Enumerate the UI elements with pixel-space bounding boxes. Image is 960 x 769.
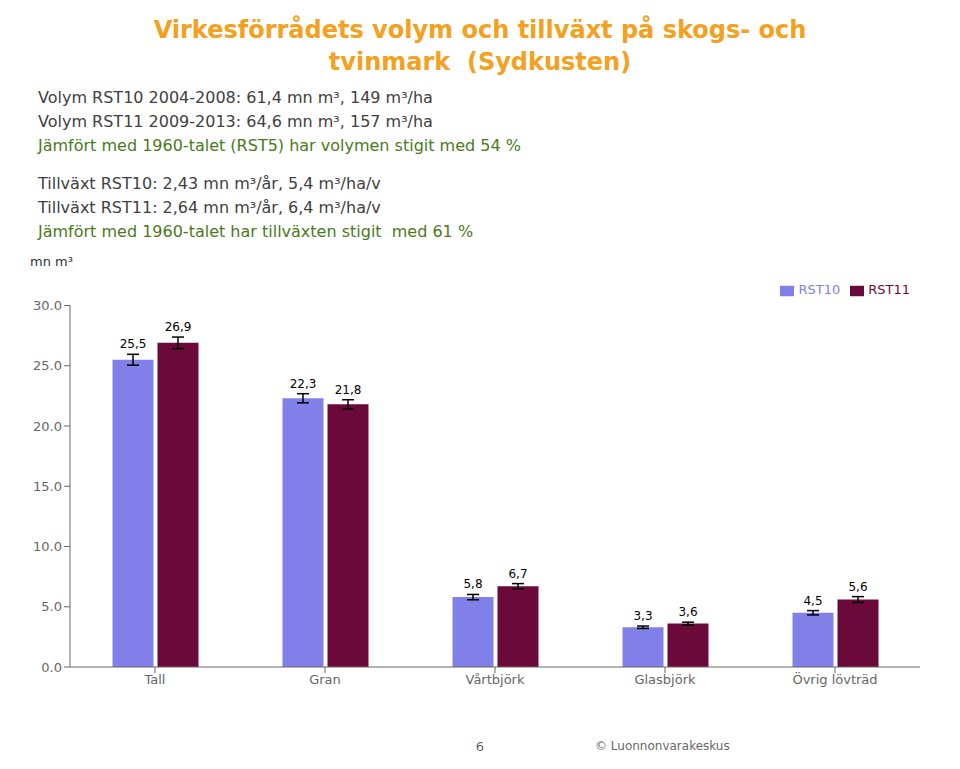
html-text:RST11: RST11	[868, 282, 910, 297]
svg-text:6,7: 6,7	[508, 567, 527, 581]
html-text:Volym RST10 2004-2008: 61,4 mn: Volym RST10 2004-2008: 61,4 mn m³, 149 m…	[38, 88, 433, 107]
svg-text:3,3: 3,3	[633, 609, 652, 623]
svg-text:Gran: Gran	[309, 672, 341, 687]
svg-text:25,5: 25,5	[120, 337, 147, 351]
svg-text:21,8: 21,8	[335, 383, 362, 397]
html-text:Tillväxt RST10: 2,43 mn m³/år,: Tillväxt RST10: 2,43 mn m³/år, 5,4 m³/ha…	[38, 174, 381, 193]
svg-text:Övrig lövträd: Övrig lövträd	[792, 671, 877, 687]
svg-text:0.0: 0.0	[41, 660, 62, 675]
svg-text:20.0: 20.0	[33, 419, 62, 434]
html-text:Jämfört med 1960-talet (RST5): Jämfört med 1960-talet (RST5) har volyme…	[38, 136, 521, 155]
svg-text:Tall: Tall	[144, 672, 166, 687]
svg-text:5.0: 5.0	[41, 599, 62, 614]
svg-text:5,8: 5,8	[463, 577, 482, 591]
html-text:tvinmark (Sydkusten): tvinmark (Sydkusten)	[328, 48, 632, 76]
svg-text:4,5: 4,5	[803, 594, 822, 608]
html-text:6: 6	[475, 739, 485, 754]
svg-text:3,6: 3,6	[678, 605, 697, 619]
html-text:RST10: RST10	[798, 282, 841, 297]
html-text:mn m³: mn m³	[30, 254, 73, 269]
html-text:© Luonnonvarakeskus: © Luonnonvarakeskus	[595, 739, 730, 753]
html-text:Virkesförrådets volym och till: Virkesförrådets volym och tillväxt på sk…	[153, 16, 807, 44]
html-text:Tillväxt RST11: 2,64 mn m³/år,: Tillväxt RST11: 2,64 mn m³/år, 6,4 m³/ha…	[38, 198, 381, 217]
svg-text:Vårtbjörk: Vårtbjörk	[466, 672, 525, 687]
svg-text:15.0: 15.0	[33, 479, 62, 494]
svg-text:30.0: 30.0	[33, 298, 62, 313]
html-text:Jämfört med 1960-talet har til: Jämfört med 1960-talet har tillväxten st…	[38, 222, 474, 241]
svg-text:Glasbjörk: Glasbjörk	[634, 672, 696, 687]
svg-text:22,3: 22,3	[290, 377, 317, 391]
svg-text:5,6: 5,6	[848, 580, 867, 594]
svg-text:26,9: 26,9	[165, 320, 192, 334]
html-text:Volym RST11 2009-2013: 64,6 mn: Volym RST11 2009-2013: 64,6 mn m³, 157 m…	[38, 112, 433, 131]
svg-text:25.0: 25.0	[33, 358, 62, 373]
svg-text:10.0: 10.0	[33, 539, 62, 554]
